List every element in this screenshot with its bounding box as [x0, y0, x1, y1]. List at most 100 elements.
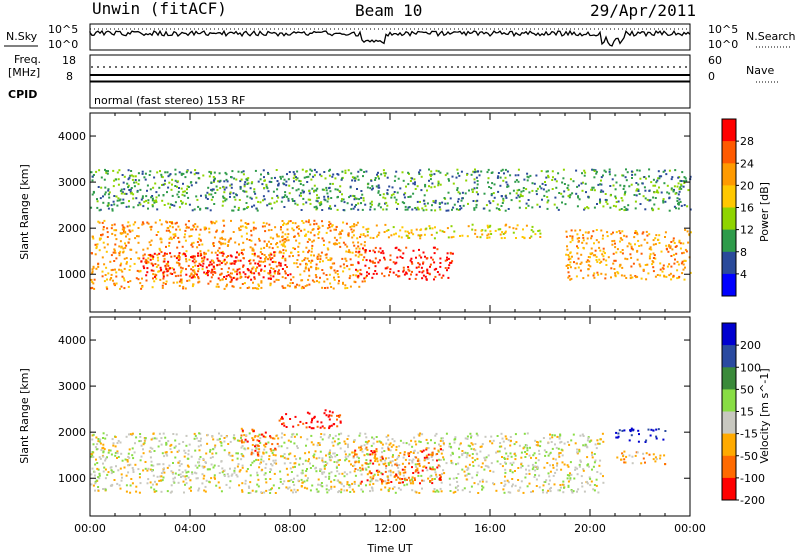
data-cell — [308, 412, 311, 415]
freq-point — [181, 66, 183, 68]
data-cell — [216, 257, 219, 260]
data-cell — [156, 463, 159, 466]
data-cell — [556, 206, 559, 209]
data-cell — [402, 456, 405, 459]
data-cell — [345, 259, 348, 262]
data-cell — [503, 480, 506, 483]
data-cell — [187, 186, 190, 188]
data-cell — [328, 410, 331, 413]
data-cell — [97, 438, 100, 440]
data-cell — [387, 462, 390, 465]
data-cell — [598, 258, 601, 261]
data-cell — [240, 446, 243, 449]
data-cell — [561, 181, 564, 184]
data-cell — [390, 445, 393, 448]
data-cell — [408, 232, 410, 235]
data-cell — [195, 181, 198, 184]
data-cell — [417, 208, 420, 211]
data-cell — [590, 188, 593, 191]
data-cell — [570, 489, 573, 491]
data-cell — [608, 168, 611, 171]
data-cell — [501, 168, 504, 171]
data-cell — [372, 442, 375, 445]
data-cell — [381, 479, 384, 481]
data-cell — [437, 184, 440, 187]
data-cell — [286, 447, 289, 450]
data-cell — [145, 279, 148, 282]
data-cell — [564, 203, 567, 206]
data-cell — [372, 475, 375, 478]
data-cell — [119, 264, 122, 267]
data-cell — [331, 411, 334, 414]
nsky-panel: N.Sky 10^5 10^0 10^5 10^0 N.Search — [4, 23, 796, 51]
data-cell — [630, 427, 633, 430]
data-cell — [94, 489, 96, 492]
data-cell — [321, 472, 324, 475]
data-cell — [677, 203, 680, 206]
data-cell — [290, 251, 293, 254]
data-cell — [165, 451, 168, 454]
data-cell — [147, 207, 149, 210]
data-cell — [656, 189, 659, 192]
data-cell — [312, 175, 315, 178]
data-cell — [657, 191, 660, 194]
data-cell — [252, 430, 255, 433]
data-cell — [198, 262, 201, 265]
data-cell — [276, 246, 279, 249]
data-cell — [134, 175, 137, 178]
data-cell — [299, 180, 302, 183]
data-cell — [333, 278, 336, 281]
data-cell — [522, 189, 525, 192]
freq-point — [385, 66, 387, 68]
data-cell — [492, 200, 495, 203]
data-cell — [654, 197, 657, 199]
data-cell — [333, 440, 336, 443]
data-cell — [563, 463, 566, 466]
data-cell — [652, 270, 655, 273]
data-cell — [269, 435, 272, 438]
data-cell — [412, 249, 415, 252]
data-cell — [681, 252, 684, 255]
data-cell — [381, 250, 384, 253]
data-cell — [151, 447, 154, 450]
data-cell — [302, 286, 305, 289]
data-cell — [381, 473, 384, 476]
data-cell — [110, 273, 113, 276]
data-cell — [352, 274, 355, 277]
data-cell — [635, 231, 638, 234]
data-cell — [129, 280, 132, 283]
data-cell — [129, 190, 132, 193]
data-cell — [160, 268, 163, 271]
data-cell — [670, 255, 673, 257]
data-cell — [412, 458, 415, 461]
data-cell — [613, 268, 616, 270]
colorbar-tick-label: 28 — [740, 135, 754, 148]
data-cell — [457, 172, 459, 175]
data-cell — [477, 492, 480, 494]
data-cell — [402, 179, 405, 182]
data-cell — [634, 230, 637, 232]
data-cell — [177, 461, 180, 464]
data-cell — [238, 229, 241, 232]
data-cell — [283, 462, 286, 465]
data-cell — [509, 174, 512, 177]
data-cell — [360, 243, 363, 246]
data-cell — [677, 182, 680, 185]
data-cell — [151, 205, 154, 208]
data-cell — [561, 461, 564, 464]
data-cell — [397, 275, 400, 278]
data-cell — [316, 444, 319, 447]
data-cell — [283, 424, 286, 427]
data-cell — [218, 472, 221, 474]
freq-point — [247, 66, 249, 68]
data-cell — [203, 228, 206, 231]
data-cell — [117, 183, 120, 186]
data-cell — [479, 236, 482, 239]
data-cell — [281, 276, 284, 279]
data-cell — [138, 440, 141, 443]
data-cell — [321, 209, 324, 211]
data-cell — [208, 227, 211, 230]
data-cell — [282, 422, 285, 425]
data-cell — [269, 277, 272, 280]
data-cell — [321, 237, 324, 240]
